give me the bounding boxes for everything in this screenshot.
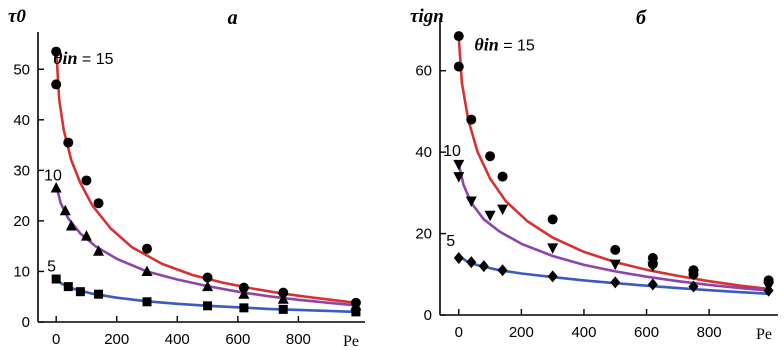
data-point-theta-15: [485, 151, 496, 162]
data-point-theta-10: [93, 245, 105, 256]
curve-annotation: 10: [443, 143, 461, 160]
data-point-theta-15: [453, 31, 464, 42]
data-point-theta-10: [609, 259, 621, 271]
data-point-theta-15: [610, 244, 621, 255]
data-point-theta-5: [63, 282, 73, 292]
x-tick-label: 200: [509, 324, 534, 341]
y-tick-label: 30: [13, 162, 30, 179]
x-tick-label: 0: [455, 324, 463, 341]
data-point-theta-10: [202, 280, 214, 292]
data-point-theta-10: [141, 265, 153, 276]
data-point-theta-5: [688, 280, 699, 293]
panel-label: a: [228, 7, 238, 29]
data-point-theta-5: [94, 289, 104, 299]
data-point-theta-10: [647, 261, 659, 273]
data-point-theta-5: [647, 278, 658, 291]
data-point-theta-5: [351, 307, 361, 317]
y-tick-label: 60: [415, 63, 432, 80]
x-tick-label: 400: [165, 331, 190, 348]
data-point-theta-15: [93, 198, 104, 209]
data-point-theta-10: [453, 172, 465, 183]
curve-annotation: θin = 15: [474, 34, 534, 54]
data-point-theta-10: [453, 159, 465, 171]
y-tick-label: 20: [13, 213, 30, 230]
data-point-theta-5: [239, 303, 249, 313]
curve-annotation: θin = 15: [53, 48, 113, 68]
data-point-theta-15: [51, 46, 62, 57]
data-point-theta-5: [497, 264, 508, 277]
x-axis-label: Pe: [756, 326, 772, 343]
data-point-theta-10: [688, 269, 699, 281]
data-point-theta-15: [453, 61, 464, 72]
y-tick-label: 10: [13, 263, 30, 280]
x-tick-label: 800: [697, 324, 722, 341]
data-point-theta-15: [202, 272, 213, 283]
data-point-theta-15: [278, 287, 289, 298]
data-point-theta-5: [75, 287, 85, 297]
data-point-theta-5: [547, 270, 558, 283]
x-tick-label: 0: [52, 331, 60, 348]
data-point-theta-5: [763, 284, 774, 297]
data-point-theta-5: [203, 301, 213, 311]
x-tick-label: 800: [286, 331, 311, 348]
x-tick-label: 400: [571, 324, 596, 341]
fit-line-theta-5: [55, 278, 356, 314]
data-point-theta-5: [278, 304, 288, 314]
data-point-theta-15: [81, 175, 92, 186]
fit-line-theta-10: [54, 185, 357, 307]
y-tick-label: 0: [424, 307, 432, 324]
data-point-theta-15: [497, 171, 508, 182]
data-point-theta-10: [547, 243, 559, 254]
x-axis-label: Pe: [343, 333, 359, 350]
y-axis-label: τ0: [8, 6, 26, 27]
data-point-theta-10: [50, 182, 62, 193]
data-point-theta-15: [142, 243, 152, 254]
data-point-theta-10: [497, 204, 509, 216]
data-point-theta-10: [59, 204, 71, 216]
chart-panel-1: 0 10 20 30 40 50 0 200 400 600 800 τ0 Pe a θin = 15 10 5: [8, 6, 365, 350]
fit-line-theta-15: [457, 38, 769, 291]
y-tick-label: 50: [13, 61, 30, 78]
fit-line-theta-15: [54, 49, 357, 305]
data-point-theta-10: [238, 288, 250, 299]
data-point-theta-15: [547, 214, 558, 225]
curve-annotation: 5: [446, 233, 455, 250]
curve-annotation: 10: [44, 167, 62, 184]
data-point-theta-15: [51, 79, 62, 90]
data-point-theta-5: [478, 260, 489, 273]
x-tick-label: 200: [104, 331, 129, 348]
y-tick-label: 20: [415, 226, 432, 243]
data-point-theta-5: [453, 252, 464, 264]
data-point-theta-10: [65, 219, 77, 231]
y-tick-label: 0: [22, 314, 30, 331]
data-point-theta-5: [51, 274, 61, 284]
x-tick-label: 600: [225, 331, 250, 348]
fit-line-theta-10: [457, 164, 769, 292]
y-axis-label: τign: [410, 6, 444, 27]
y-tick-label: 40: [13, 112, 30, 129]
data-point-theta-10: [277, 293, 289, 304]
y-tick-label: 40: [415, 144, 432, 161]
data-point-theta-10: [465, 196, 477, 207]
data-point-theta-10: [80, 230, 92, 241]
data-point-theta-5: [466, 256, 477, 269]
data-point-theta-15: [238, 282, 249, 293]
data-point-theta-5: [610, 276, 621, 289]
data-point-theta-15: [63, 137, 74, 148]
panel-label: б: [636, 7, 647, 29]
data-point-theta-10: [484, 210, 496, 222]
data-point-theta-5: [142, 297, 152, 307]
curve-annotation: 5: [47, 258, 56, 275]
x-tick-label: 600: [634, 324, 659, 341]
data-point-theta-15: [466, 114, 477, 125]
